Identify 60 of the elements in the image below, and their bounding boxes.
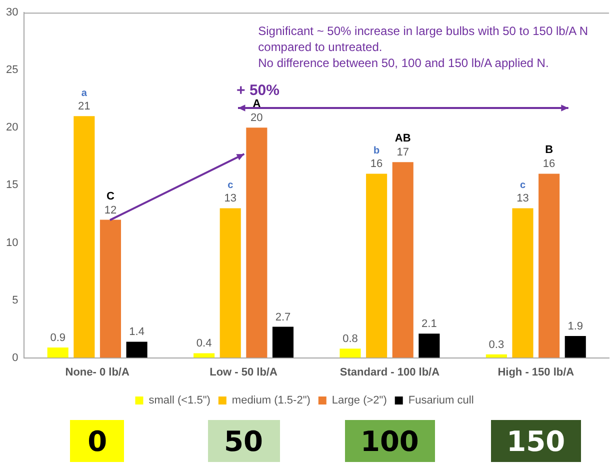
y-tick-label: 25 [6,64,18,76]
legend-label: Large (>2") [332,394,387,407]
x-tick-label: Low - 50 lb/A [210,366,278,378]
data-label: 21 [78,100,90,113]
bar [194,353,215,358]
text: 100 [344,420,435,462]
bar [272,326,294,358]
y-tick-label: 10 [6,236,18,249]
text: 50 [208,420,280,462]
data-label: 1.4 [129,326,144,338]
y-tick-label: 30 [6,6,18,19]
data-label: 13 [224,192,236,205]
x-tick-label: Standard - 100 lb/A [340,366,440,378]
data-label: 20 [250,112,263,124]
y-tick-label: 20 [6,122,18,134]
data-label: 13 [516,192,529,205]
y-tick-label: 5 [12,294,18,306]
bar [340,348,361,358]
data-label: 0.3 [488,338,504,351]
y-tick-label: 0 [12,352,18,364]
annotation: a [81,88,88,99]
bar [100,220,122,358]
bar [47,347,68,358]
annotation: AB [394,132,411,145]
bar [392,162,414,358]
bar [126,342,148,358]
annotation: B [545,144,554,156]
x-tick-label: None- 0 lb/A [65,366,130,378]
annotation: c [520,180,526,191]
data-label: 12 [104,204,117,216]
bar [220,208,241,358]
bar [74,116,95,358]
annotation: c [228,180,234,191]
bar [538,174,560,358]
x-tick-label: High - 150 lb/A [498,366,574,378]
data-label: 16 [542,158,556,170]
data-label: 0.4 [196,338,212,350]
data-label: 2.1 [422,318,437,330]
annotation: Significant ~ 50% increase in large bulbs with 50 to 150 lb/A N compared to untreated. No difference between 50, 100 and 150 lb/A applied N. [258,22,590,71]
annotation: C [106,190,115,202]
legend-label: small (<1.5") [148,394,210,407]
text: 150 [490,420,581,462]
bar [366,174,388,358]
bar [512,208,534,358]
data-label: 1.9 [568,320,584,332]
data-label: 17 [396,146,409,159]
bar [418,334,440,358]
annotation: + 50% [236,82,280,99]
data-label: 2.7 [275,311,291,324]
data-label: 0.9 [50,332,66,344]
annotation: b [374,145,380,156]
legend-label: medium (1.5-2") [232,394,310,407]
data-label: 0.8 [342,333,358,346]
y-tick-label: 15 [6,179,18,192]
legend-label: Fusarium cull [408,394,474,407]
bar [564,336,586,358]
text: 0 [70,420,124,462]
annotation: A [252,98,261,110]
bar [246,128,268,358]
data-label: 16 [370,158,383,170]
